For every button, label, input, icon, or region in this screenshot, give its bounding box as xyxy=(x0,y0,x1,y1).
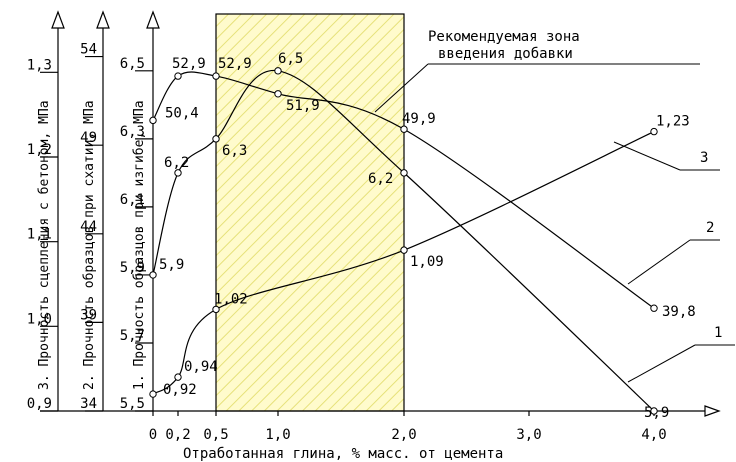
series-2-point xyxy=(174,72,182,80)
y-tick-label-bending: 6,3 xyxy=(120,124,145,140)
x-tick-label: 4,0 xyxy=(641,427,666,443)
series-2-point xyxy=(650,304,658,312)
series-2-leader xyxy=(627,239,691,285)
zone-label-line-1: Рекомендуемая зона xyxy=(428,29,580,45)
x-tick-label: 0 xyxy=(149,427,157,443)
series-1-value-label: 6,3 xyxy=(222,143,247,159)
y-tick-label-adhesion: 1,3 xyxy=(27,57,52,73)
series-2-point xyxy=(400,125,408,133)
series-1-callout-label: 1 xyxy=(714,325,722,341)
y-axis-bending-arrow xyxy=(146,10,160,29)
y-tick-label-bending: 6,1 xyxy=(120,192,145,208)
series-2-value-label: 39,8 xyxy=(662,304,696,320)
y-tick-label-compression: 39 xyxy=(80,307,97,323)
series-1-value-label: 6,5 xyxy=(278,51,303,67)
series-3-point xyxy=(400,246,408,254)
series-1-point xyxy=(274,67,282,75)
y-tick-label-adhesion: 1,1 xyxy=(27,227,52,243)
series-1-value-label: 5,9 xyxy=(159,257,184,273)
y-axis-bending-label: 1. Прочность образцов при изгибе, МПа xyxy=(132,100,147,390)
axes-layer: 0 0,2 0,5 1,0 2,0 3,0 4,0 0,9 1,0 1,1 1,2 1,3 3. Про… xyxy=(27,10,721,443)
series-1-value-label: 6,2 xyxy=(368,171,393,187)
series-1-point xyxy=(174,169,182,177)
series-1-point xyxy=(212,135,220,143)
zone-leader-line xyxy=(374,63,429,113)
series-3-value-label: 0,94 xyxy=(184,359,218,375)
series-2-value-label: 49,9 xyxy=(402,111,436,127)
y-tick-label-compression: 34 xyxy=(80,396,97,412)
series-3-point xyxy=(650,127,658,136)
series-3-point xyxy=(174,373,182,381)
series-3-point xyxy=(149,390,157,398)
y-tick-label-adhesion: 1,2 xyxy=(27,142,52,158)
series-2-value-label: 50,4 xyxy=(165,105,199,121)
zone-label-line-2: введения добавки xyxy=(438,46,573,62)
series-3-value-label: 1,23 xyxy=(656,114,690,130)
y-axis-adhesion-label: 3. Прочность сцепления с бетоном, МПа xyxy=(37,100,52,390)
x-tick-label: 3,0 xyxy=(516,427,541,443)
x-axis-label: Отработанная глина, % масс. от цемента xyxy=(183,446,503,462)
series-3-callout-label: 3 xyxy=(700,150,708,166)
series-3-value-label: 0,92 xyxy=(163,382,197,398)
recommended-zone xyxy=(215,13,405,412)
y-axis-compression-label: 2. Прочность образцов при схатии, МПа xyxy=(82,100,97,390)
series-1-point xyxy=(400,169,408,177)
series-2-callout-label: 2 xyxy=(706,220,714,236)
series-2-point xyxy=(274,90,282,98)
series-2-point xyxy=(149,116,157,125)
series-3-value-label: 1,02 xyxy=(214,291,248,307)
y-axis-adhesion-arrow xyxy=(51,10,65,29)
x-tick-label: 0,5 xyxy=(203,427,228,443)
x-axis-arrow xyxy=(704,405,721,417)
series-3-leader xyxy=(613,141,681,171)
point-labels-layer: 5,9 6,2 6,3 6,5 6,2 5,9 50,4 52,9 52,9 51,9 49,9 39… xyxy=(159,51,722,421)
series-1-leader xyxy=(627,344,696,383)
series-3-point xyxy=(212,305,220,314)
series-2-point xyxy=(212,72,220,80)
y-tick-label-bending: 5,5 xyxy=(120,396,145,412)
x-tick-label: 2,0 xyxy=(391,427,416,443)
series-2-value-label: 52,9 xyxy=(218,56,252,72)
y-tick-label-compression: 44 xyxy=(80,219,97,235)
series-1-point xyxy=(149,271,157,279)
y-tick-label-bending: 5,7 xyxy=(120,328,145,344)
series-3-value-label: 1,09 xyxy=(410,254,444,270)
series-2-value-label: 52,9 xyxy=(172,56,206,72)
x-tick-label: 0,2 xyxy=(165,427,190,443)
series-2-value-label: 51,9 xyxy=(286,98,320,114)
series-1-point xyxy=(650,407,658,415)
points-layer xyxy=(149,67,658,415)
y-tick-label-compression: 54 xyxy=(80,42,97,58)
series-1-value-label: 5,9 xyxy=(644,405,669,421)
y-tick-label-adhesion: 0,9 xyxy=(27,396,52,412)
y-tick-label-bending: 6,5 xyxy=(120,56,145,72)
y-tick-label-bending: 5,9 xyxy=(120,260,145,276)
y-tick-label-adhesion: 1,0 xyxy=(27,311,52,327)
x-tick-label: 1,0 xyxy=(265,427,290,443)
y-tick-label-compression: 49 xyxy=(80,130,97,146)
y-axis-compression-arrow xyxy=(96,10,110,29)
series-1-value-label: 6,2 xyxy=(164,155,189,171)
